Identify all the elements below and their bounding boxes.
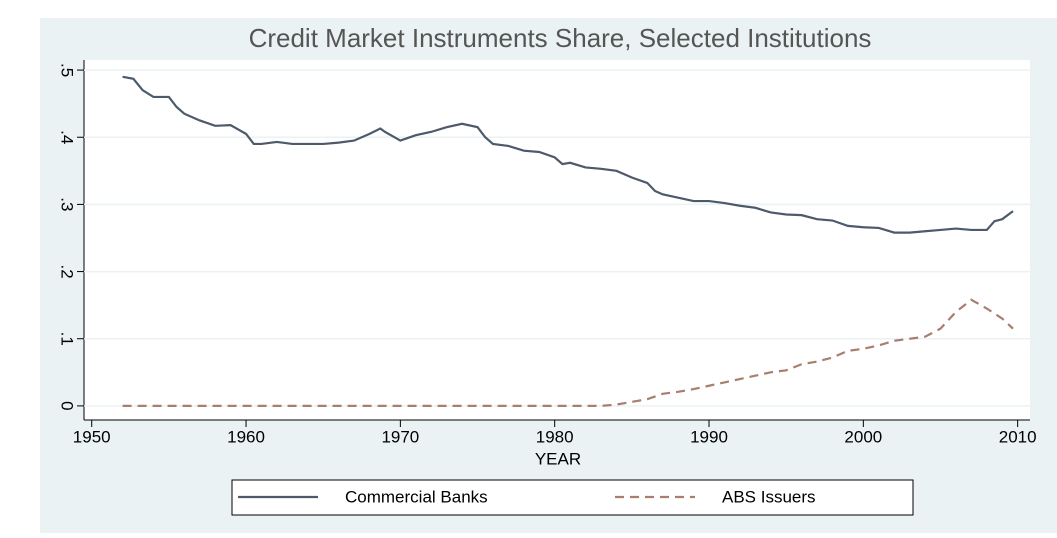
- legend: [231, 479, 914, 516]
- series-line: [122, 298, 1014, 407]
- x-tick-label: 2010: [999, 427, 1037, 446]
- x-tick-label: 1990: [690, 427, 728, 446]
- y-tick-label: .3: [58, 197, 77, 211]
- x-tick-label: 1970: [381, 427, 419, 446]
- y-tick-label: .2: [58, 264, 77, 278]
- x-tick-label: 2000: [844, 427, 882, 446]
- chart-title: Credit Market Instruments Share, Selecte…: [249, 23, 872, 53]
- y-tick-label: 0: [58, 401, 77, 410]
- x-tick-label: 1960: [227, 427, 265, 446]
- y-tick-label: .4: [58, 130, 77, 144]
- x-axis-title: YEAR: [535, 449, 581, 468]
- y-tick-label: .1: [58, 332, 77, 346]
- series-line: [122, 75, 1014, 234]
- y-tick-label: .5: [58, 63, 77, 77]
- legend-label: ABS Issuers: [722, 487, 816, 506]
- x-tick-label: 1980: [536, 427, 574, 446]
- x-tick-label: 1950: [73, 427, 111, 446]
- legend-label: Commercial Banks: [345, 487, 488, 506]
- plot-region: [84, 60, 1030, 420]
